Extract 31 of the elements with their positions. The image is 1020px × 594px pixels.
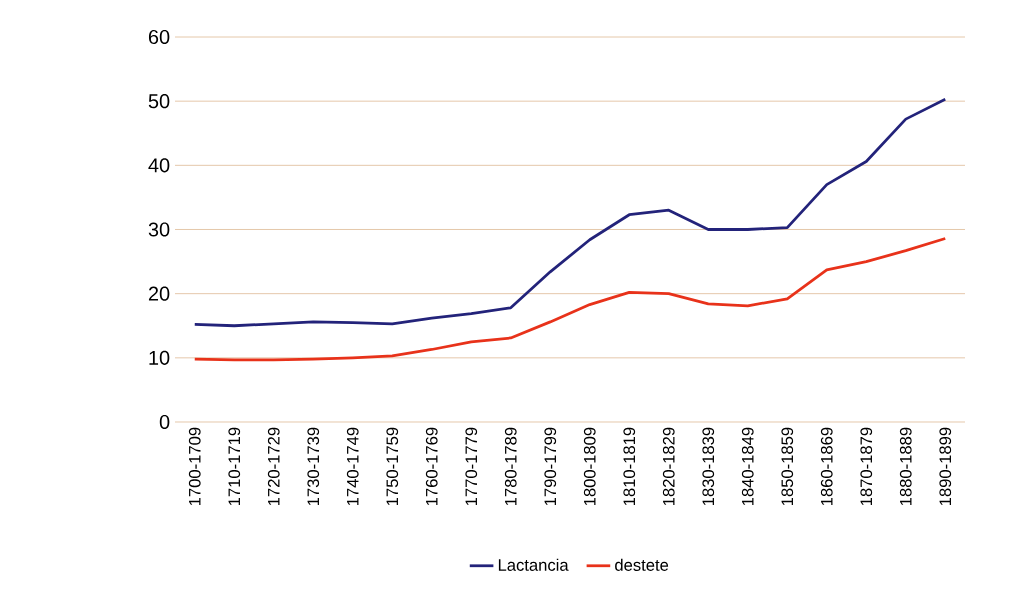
x-tick-label: 1880-1889 [899, 427, 912, 506]
x-tick-label: 1720-1729 [267, 427, 280, 506]
x-tick-label: 1830-1839 [702, 427, 715, 506]
y-tick-label: 40 [148, 158, 170, 173]
line-series [193, 97, 947, 328]
x-tick-label: 1780-1789 [504, 427, 517, 506]
x-tick-label: 1740-1749 [346, 427, 359, 506]
y-tick-label: 60 [148, 29, 170, 45]
x-tick-label: 1870-1879 [860, 427, 873, 506]
x-tick-label: 1800-1809 [583, 427, 596, 506]
y-tick-label: 10 [149, 350, 170, 365]
x-tick-label: 1790-1799 [544, 427, 557, 506]
x-tick-label: 1820-1829 [662, 427, 675, 506]
x-tick-label: 1750-1759 [386, 427, 399, 506]
x-tick-label: 1770-1779 [465, 427, 478, 506]
x-tick-label: 1730-1739 [307, 427, 320, 506]
line-series [193, 237, 947, 362]
y-tick-label: 50 [148, 94, 170, 109]
x-tick-label: 1810-1819 [623, 427, 636, 506]
x-tick-label: 1700-1709 [188, 427, 201, 506]
legend-label: destete [615, 558, 669, 571]
x-tick-label: 1860-1869 [820, 427, 833, 506]
y-tick-label: 0 [159, 414, 170, 430]
x-tick-label: 1850-1859 [781, 427, 794, 506]
x-tick-label: 1710-1719 [228, 427, 241, 506]
legend-label: Lactancia [498, 558, 569, 571]
x-tick-label: 1840-1849 [741, 427, 754, 506]
x-tick-label: 1890-1899 [939, 427, 952, 506]
y-tick-label: 30 [148, 222, 170, 237]
x-tick-label: 1760-1769 [425, 427, 438, 506]
y-tick-label: 20 [148, 286, 170, 301]
